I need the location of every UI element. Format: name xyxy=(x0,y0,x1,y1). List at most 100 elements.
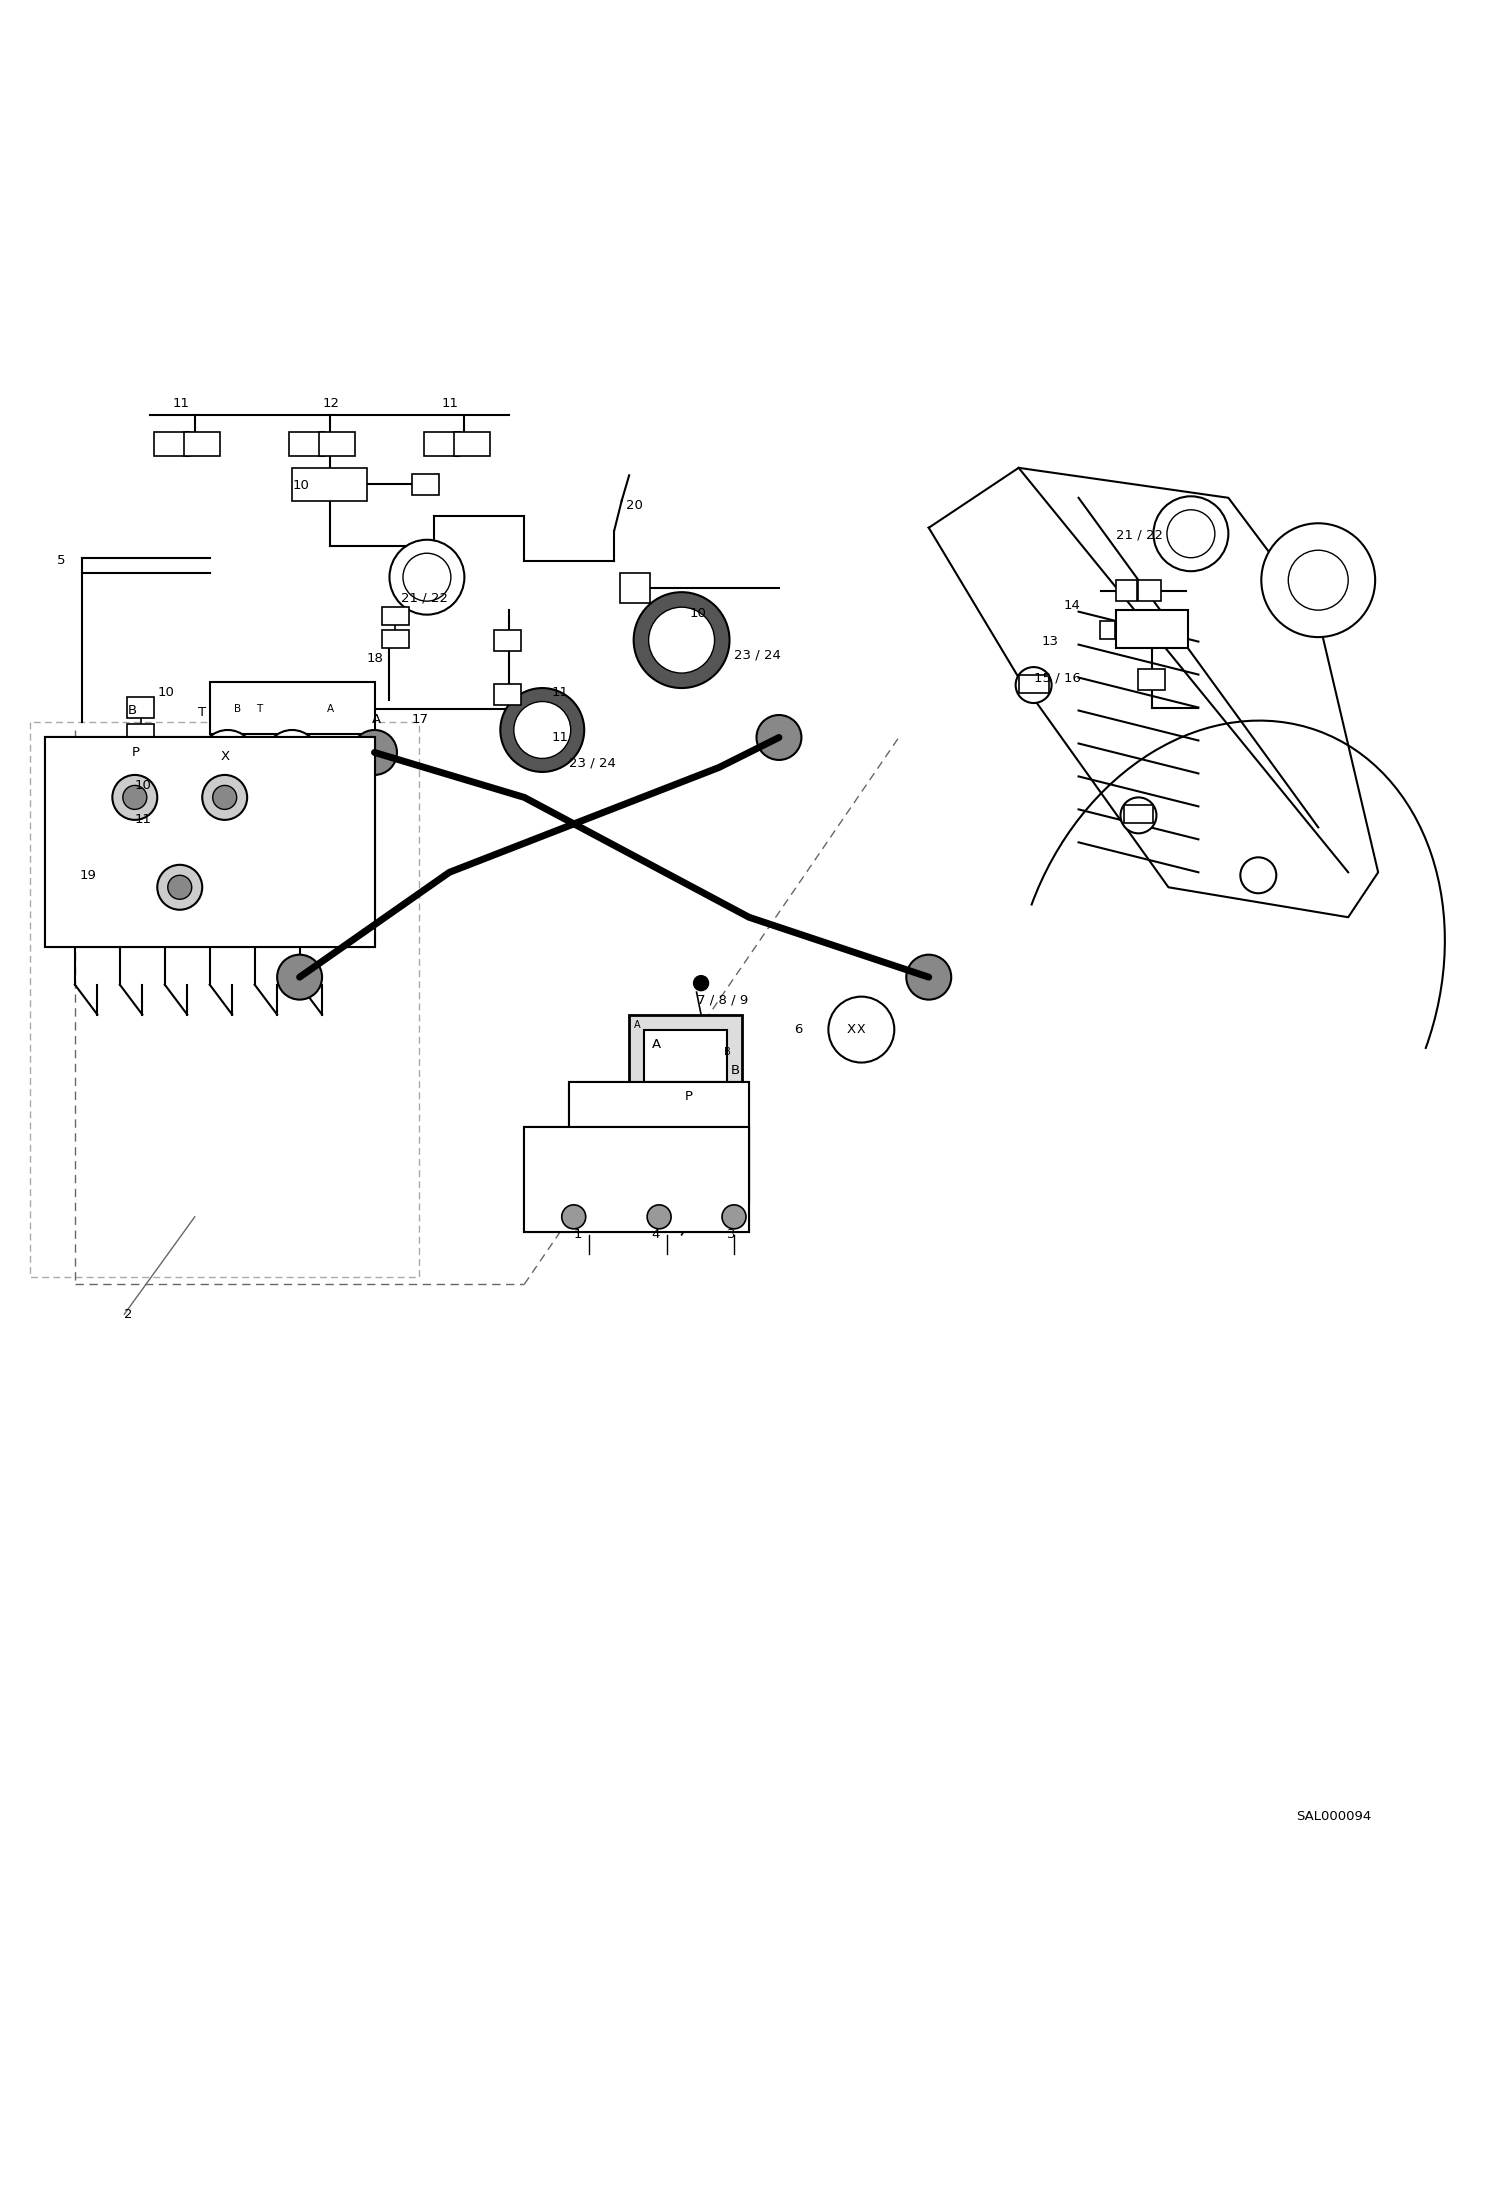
Circle shape xyxy=(828,996,894,1062)
Text: 12: 12 xyxy=(322,397,339,410)
Text: 18: 18 xyxy=(367,652,383,665)
Bar xyxy=(454,432,490,456)
Circle shape xyxy=(756,715,801,759)
Bar xyxy=(644,1029,727,1082)
Text: B: B xyxy=(724,1047,731,1058)
Text: 13: 13 xyxy=(1041,634,1058,647)
Circle shape xyxy=(694,976,709,992)
Text: 23 / 24: 23 / 24 xyxy=(569,757,616,770)
Bar xyxy=(154,432,190,456)
Text: P: P xyxy=(223,753,232,761)
Circle shape xyxy=(1240,858,1276,893)
Bar xyxy=(1124,805,1153,823)
Text: 3: 3 xyxy=(727,1229,736,1242)
Bar xyxy=(45,737,374,948)
Bar xyxy=(292,467,367,500)
Text: 10: 10 xyxy=(157,687,174,700)
Text: 11: 11 xyxy=(551,687,568,700)
Circle shape xyxy=(157,864,202,911)
Text: 19: 19 xyxy=(79,869,96,882)
Text: 11: 11 xyxy=(135,814,151,827)
Text: 21 / 22: 21 / 22 xyxy=(1116,529,1162,542)
Circle shape xyxy=(265,731,319,783)
Bar xyxy=(524,1128,749,1231)
Circle shape xyxy=(213,785,237,810)
Text: A: A xyxy=(327,704,334,713)
Bar xyxy=(127,698,154,717)
Bar xyxy=(424,432,460,456)
Text: 21 / 22: 21 / 22 xyxy=(401,592,448,606)
Bar xyxy=(319,432,355,456)
Text: 11: 11 xyxy=(172,397,189,410)
Bar xyxy=(620,573,650,603)
Bar xyxy=(1116,579,1137,601)
Text: 6: 6 xyxy=(794,1022,803,1036)
Circle shape xyxy=(168,875,192,900)
Text: P: P xyxy=(132,746,139,759)
Circle shape xyxy=(647,1205,671,1229)
Text: 20: 20 xyxy=(626,498,643,511)
Bar xyxy=(569,1082,749,1202)
Bar xyxy=(289,432,325,456)
Circle shape xyxy=(352,731,397,774)
Text: 10: 10 xyxy=(135,779,151,792)
Bar xyxy=(123,774,159,796)
Text: 5: 5 xyxy=(57,555,66,568)
Bar xyxy=(210,682,374,735)
Text: 15 / 16: 15 / 16 xyxy=(1034,671,1080,685)
Text: X: X xyxy=(220,750,229,764)
Bar xyxy=(629,1014,742,1097)
Circle shape xyxy=(634,592,730,689)
Text: 11: 11 xyxy=(551,731,568,744)
Text: 11: 11 xyxy=(442,397,458,410)
Circle shape xyxy=(1016,667,1052,702)
Text: 7 / 8 / 9: 7 / 8 / 9 xyxy=(697,994,748,1007)
Bar xyxy=(1019,674,1049,693)
Text: 4: 4 xyxy=(652,1229,661,1242)
Text: A: A xyxy=(652,1038,661,1051)
Bar xyxy=(1138,579,1161,601)
Circle shape xyxy=(123,785,147,810)
Circle shape xyxy=(500,689,584,772)
Text: P: P xyxy=(685,1090,692,1104)
Text: 10: 10 xyxy=(292,478,309,491)
Text: B: B xyxy=(731,1064,740,1077)
Text: T: T xyxy=(256,704,262,713)
Text: B: B xyxy=(234,704,241,713)
Bar xyxy=(412,474,439,496)
Text: T: T xyxy=(198,706,205,717)
Bar xyxy=(45,737,374,948)
Text: 17: 17 xyxy=(412,713,428,726)
Bar xyxy=(184,432,220,456)
Bar xyxy=(127,724,154,746)
Circle shape xyxy=(112,774,157,821)
Circle shape xyxy=(201,731,255,783)
Text: A: A xyxy=(372,713,380,726)
Text: X: X xyxy=(846,1022,855,1036)
Text: X: X xyxy=(288,753,297,761)
Circle shape xyxy=(722,1205,746,1229)
Circle shape xyxy=(1288,551,1348,610)
Bar xyxy=(494,630,521,652)
Text: 1: 1 xyxy=(574,1229,583,1242)
Text: 14: 14 xyxy=(1064,599,1080,612)
Text: 23 / 24: 23 / 24 xyxy=(734,649,780,663)
Text: B: B xyxy=(127,704,136,717)
Circle shape xyxy=(562,1205,586,1229)
Circle shape xyxy=(1153,496,1228,570)
Circle shape xyxy=(403,553,451,601)
Circle shape xyxy=(1167,509,1215,557)
Text: P: P xyxy=(671,1108,677,1119)
Text: SAL000094: SAL000094 xyxy=(1296,1810,1371,1823)
Bar xyxy=(382,608,409,625)
Text: 2: 2 xyxy=(124,1308,133,1321)
Bar xyxy=(1100,621,1115,638)
Bar xyxy=(524,1128,749,1231)
Text: 10: 10 xyxy=(689,608,706,619)
Circle shape xyxy=(389,540,464,614)
Circle shape xyxy=(649,608,715,674)
Circle shape xyxy=(202,774,247,821)
Bar xyxy=(123,810,159,834)
Text: X: X xyxy=(857,1022,866,1036)
Circle shape xyxy=(1261,522,1375,636)
